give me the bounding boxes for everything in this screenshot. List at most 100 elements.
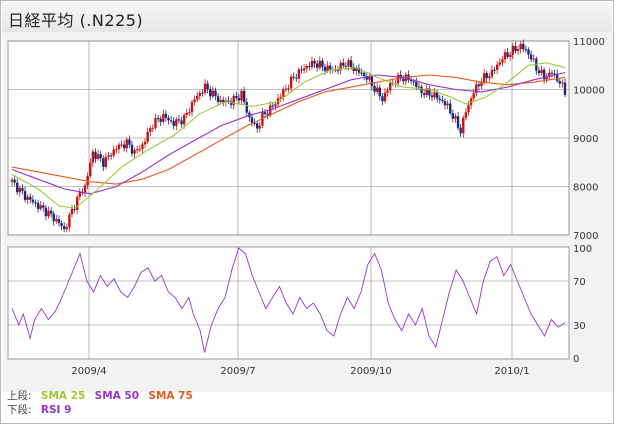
candle-up	[211, 90, 215, 97]
candle-down	[36, 202, 40, 209]
candle-up	[287, 88, 290, 90]
main-y-tick-label: 7000	[573, 231, 598, 242]
title-bar: 日経平均 (.N225)	[2, 2, 612, 33]
candle-down	[415, 81, 418, 87]
legend-row-upper: 上段: SMA 25 SMA 50 SMA 75	[7, 389, 193, 403]
candle-up	[70, 209, 74, 215]
candle-down	[553, 73, 556, 75]
candle-up	[302, 68, 306, 71]
candle-down	[62, 226, 66, 230]
candle-up	[146, 131, 149, 142]
candle-down	[451, 113, 455, 119]
candle-up	[47, 210, 50, 217]
candle-up	[305, 66, 308, 69]
candle-down	[456, 116, 460, 128]
candle-down	[57, 219, 61, 224]
candle-up	[76, 196, 79, 210]
candle-down	[537, 70, 541, 74]
candle-up	[540, 69, 543, 74]
candle-down	[315, 63, 319, 68]
chart-title: 日経平均 (.N225)	[8, 11, 144, 30]
candle-up	[219, 99, 222, 102]
candle-down	[409, 80, 413, 82]
candle-up	[511, 46, 515, 55]
candle-down	[563, 82, 567, 95]
candle-up	[347, 60, 350, 67]
candle-down	[229, 101, 233, 105]
legend-lower-label: 下段:	[7, 404, 32, 416]
candle-up	[193, 99, 196, 103]
legend-item-sma75: SMA 75	[148, 390, 193, 402]
candle-down	[201, 92, 204, 94]
candle-up	[107, 155, 110, 157]
candle-down	[16, 182, 19, 193]
candle-down	[206, 83, 209, 90]
rsi-y-tick-label: 30	[573, 321, 586, 332]
candle-up	[279, 97, 282, 99]
candle-up	[162, 113, 165, 122]
candle-down	[222, 99, 225, 103]
candle-up	[141, 144, 144, 149]
candle-up	[488, 76, 491, 79]
candle-up	[425, 88, 428, 96]
candle-down	[555, 73, 559, 81]
candle-down	[253, 122, 256, 124]
candle-up	[91, 151, 95, 163]
candle-down	[122, 144, 126, 149]
candle-up	[490, 69, 494, 77]
candle-up	[498, 62, 501, 65]
candle-down	[362, 72, 366, 77]
candle-up	[509, 54, 512, 57]
candle-up	[269, 105, 272, 116]
candle-up	[120, 144, 123, 146]
candle-down	[180, 120, 183, 125]
candle-down	[159, 118, 162, 122]
candle-down	[514, 46, 517, 52]
candle-down	[524, 49, 528, 51]
candle-down	[352, 67, 355, 71]
candle-down	[558, 80, 561, 84]
candle-down	[29, 196, 32, 200]
sma50-line	[11, 71, 566, 195]
candle-down	[308, 66, 311, 68]
candle-down	[365, 76, 368, 80]
main-y-tick-label: 11000	[573, 37, 605, 48]
candle-down	[109, 155, 113, 157]
legend-item-sma50: SMA 50	[94, 390, 140, 402]
candle-up	[326, 65, 329, 71]
candle-up	[68, 214, 71, 228]
candle-down	[336, 70, 340, 72]
candle-up	[532, 58, 535, 60]
candle-up	[389, 83, 392, 91]
candle-up	[18, 187, 22, 193]
candle-down	[477, 84, 481, 87]
candle-up	[482, 73, 486, 83]
candle-up	[467, 104, 470, 113]
candle-down	[485, 73, 488, 79]
candle-up	[318, 60, 322, 68]
main-y-tick-label: 9000	[573, 134, 598, 145]
candle-up	[138, 148, 142, 150]
candle-up	[503, 52, 507, 60]
candle-up	[117, 144, 121, 150]
candle-up	[433, 92, 436, 98]
legend-item-rsi: RSI 9	[40, 404, 72, 416]
candle-up	[182, 114, 186, 125]
candle-up	[516, 49, 520, 52]
candle-up	[240, 90, 243, 101]
candle-up	[284, 88, 288, 90]
candle-up	[10, 179, 14, 182]
legend: 上段: SMA 25 SMA 50 SMA 75 下段: RSI 9	[7, 389, 193, 417]
candle-down	[94, 151, 97, 159]
x-tick-label: 2009/7	[220, 366, 255, 377]
candle-up	[501, 59, 504, 63]
main-y-tick-label: 10000	[573, 86, 605, 97]
candle-up	[375, 87, 379, 92]
candle-down	[31, 199, 35, 203]
candle-up	[115, 149, 118, 151]
candle-up	[454, 116, 457, 119]
candle-down	[49, 210, 53, 214]
candle-down	[443, 101, 447, 106]
candle-up	[198, 92, 202, 96]
candle-up	[355, 67, 358, 71]
